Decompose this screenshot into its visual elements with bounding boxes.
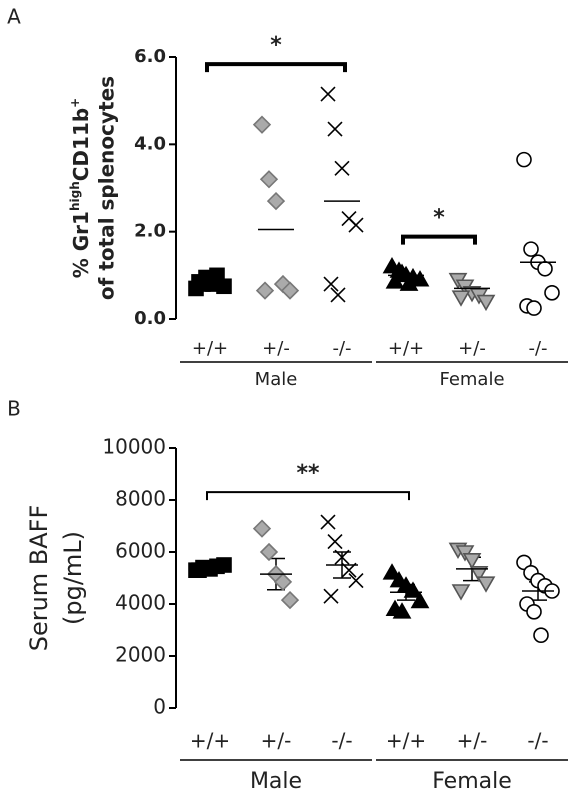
point-circle xyxy=(526,300,542,316)
point-circle xyxy=(523,241,539,257)
point-triangle-down xyxy=(451,290,471,307)
point-x xyxy=(323,588,339,604)
point-x xyxy=(348,573,364,589)
point-diamond xyxy=(252,519,272,538)
point-circle xyxy=(516,151,532,168)
point-triangle xyxy=(382,563,402,580)
point-x xyxy=(348,217,364,233)
y-tick-label: 2000 xyxy=(115,643,166,667)
significance-label: * xyxy=(270,33,282,58)
point-triangle xyxy=(410,591,430,609)
point-x xyxy=(327,534,343,550)
y-label-part: CD11b xyxy=(69,108,93,181)
point-diamond xyxy=(266,191,286,211)
group-label: Male xyxy=(250,769,302,794)
x-tick-label: -/- xyxy=(527,729,548,753)
point-triangle-down xyxy=(451,584,471,601)
point-diamond xyxy=(280,281,300,300)
point-circle xyxy=(533,627,549,644)
y-tick-label: 0.0 xyxy=(134,308,166,329)
y-tick-label: 6.0 xyxy=(134,46,166,67)
x-tick-label: -/- xyxy=(332,338,351,359)
point-circle xyxy=(544,284,560,301)
x-tick-label: -/- xyxy=(331,729,352,753)
significance-label: * xyxy=(433,206,445,231)
y-label-part: Serum BAFF xyxy=(25,505,53,652)
y-tick-label: 10000 xyxy=(102,435,166,459)
x-tick-label: +/+ xyxy=(192,338,228,359)
x-tick-label: +/+ xyxy=(386,729,426,753)
y-tick-label: 4000 xyxy=(115,591,166,615)
point-diamond xyxy=(280,590,300,610)
point-diamond xyxy=(259,542,279,562)
point-triangle-down xyxy=(462,552,482,570)
significance-bracket xyxy=(401,234,477,245)
x-tick-label: +/- xyxy=(262,338,290,359)
point-square xyxy=(205,276,221,292)
panel-label: B xyxy=(7,397,21,421)
y-axis-label-2: (pg/mL) xyxy=(59,531,87,625)
significance-bracket xyxy=(206,491,410,501)
point-triangle xyxy=(385,272,405,289)
y-tick-label: 4.0 xyxy=(134,133,166,154)
y-tick-label: 0 xyxy=(153,695,166,719)
x-tick-label: +/+ xyxy=(388,338,424,359)
point-triangle xyxy=(410,270,430,287)
x-tick-label: +/+ xyxy=(190,729,230,753)
y-tick-label: 2.0 xyxy=(134,221,166,242)
point-triangle xyxy=(399,274,419,291)
point-x xyxy=(320,514,336,530)
point-triangle xyxy=(392,602,412,619)
y-label-part: % Gr1 xyxy=(69,211,93,278)
point-x xyxy=(323,276,339,292)
point-triangle-down xyxy=(476,576,496,593)
y-axis-label-2: of total splenocytes xyxy=(95,76,119,300)
panel-label: A xyxy=(7,5,21,29)
y-tick-label: 6000 xyxy=(115,539,166,563)
point-x xyxy=(320,86,336,102)
point-diamond xyxy=(255,281,275,300)
point-x xyxy=(330,287,346,303)
significance-bracket xyxy=(205,62,347,73)
x-tick-label: +/- xyxy=(261,729,292,753)
y-axis-label: Serum BAFF xyxy=(25,505,53,652)
group-label: Female xyxy=(432,769,512,794)
significance-label: ** xyxy=(296,461,320,486)
point-triangle-down xyxy=(476,294,496,312)
point-diamond xyxy=(252,115,272,134)
point-square xyxy=(191,562,207,579)
point-square xyxy=(216,557,232,573)
x-tick-label: -/- xyxy=(528,338,547,359)
point-x xyxy=(334,549,350,565)
group-label: Female xyxy=(439,369,504,390)
point-diamond xyxy=(273,572,293,592)
y-axis-label: % Gr1highCD11b+ xyxy=(68,98,93,279)
point-triangle-down xyxy=(469,565,489,583)
point-circle xyxy=(526,603,542,620)
point-x xyxy=(327,121,343,137)
x-tick-label: +/- xyxy=(457,729,488,753)
point-triangle xyxy=(403,581,423,598)
point-x xyxy=(334,160,350,176)
y-tick-label: 8000 xyxy=(115,487,166,511)
y-label-part: + xyxy=(68,98,82,108)
point-diamond xyxy=(259,170,279,189)
point-circle xyxy=(537,260,553,277)
group-label: Male xyxy=(255,369,298,390)
x-tick-label: +/- xyxy=(458,338,486,359)
y-label-part: high xyxy=(68,181,82,211)
